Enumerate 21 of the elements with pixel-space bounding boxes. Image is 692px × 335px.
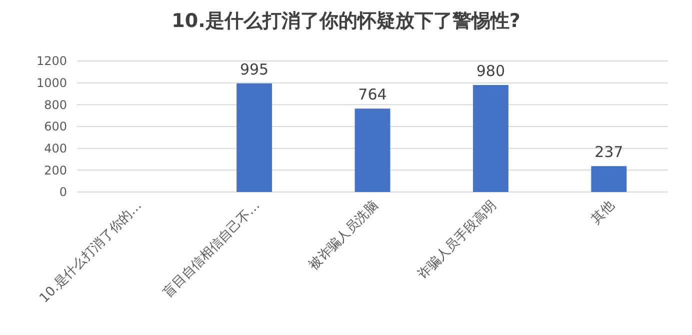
x-tick-label: 诈骗人员手段高明 [414, 198, 500, 282]
bar [236, 83, 272, 192]
bar [354, 108, 390, 192]
y-tick-label: 600 [44, 120, 67, 134]
y-tick-label: 800 [44, 98, 67, 112]
x-tick-label: 其他 [588, 198, 618, 228]
bar [472, 85, 508, 192]
data-label: 237 [594, 143, 624, 162]
x-tick-label: 盲目自信相信自己不… [160, 198, 264, 301]
bar [591, 166, 627, 192]
data-label: 995 [240, 60, 269, 78]
y-tick-label: 1200 [36, 54, 67, 68]
chart-title: 10.是什么打消了你的怀疑放下了警惕性? [172, 10, 520, 32]
y-tick-label: 200 [44, 163, 67, 178]
data-label: 980 [476, 62, 506, 80]
y-tick-label: 0 [59, 185, 67, 200]
x-tick-label: 被诈骗人员洗脑 [306, 198, 382, 274]
y-tick-label: 400 [44, 142, 67, 156]
x-tick-label: 10.是什么打消了你的… [36, 198, 145, 306]
y-tick-label: 1000 [36, 76, 67, 90]
data-label: 764 [358, 86, 387, 104]
